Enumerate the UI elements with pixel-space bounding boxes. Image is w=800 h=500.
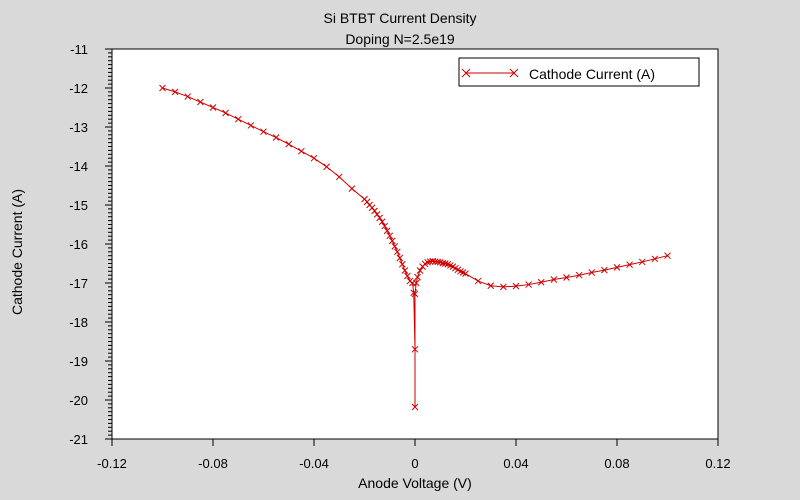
data-point bbox=[335, 173, 343, 181]
data-point bbox=[414, 273, 421, 281]
x-tick-label: 0.12 bbox=[705, 456, 730, 471]
data-point bbox=[371, 207, 378, 215]
data-point bbox=[550, 276, 558, 283]
data-point bbox=[412, 279, 420, 287]
x-axis: -0.12 -0.08 -0.04 0 0.04 0.08 0.12 bbox=[97, 439, 731, 471]
data-point bbox=[537, 278, 545, 286]
x-tick-label: -0.08 bbox=[198, 456, 228, 471]
data-point bbox=[575, 271, 583, 279]
data-point bbox=[310, 154, 318, 162]
data-point bbox=[285, 140, 293, 148]
data-point bbox=[474, 277, 482, 285]
data-point bbox=[638, 258, 646, 266]
data-point bbox=[376, 214, 384, 222]
y-tick-label: -15 bbox=[69, 198, 88, 213]
data-point bbox=[434, 258, 442, 266]
data-point bbox=[651, 255, 659, 263]
data-point bbox=[399, 260, 406, 268]
x-tick-label: 0.08 bbox=[604, 456, 629, 471]
x-tick-label: 0.04 bbox=[503, 456, 528, 471]
data-point bbox=[411, 403, 419, 411]
data-point bbox=[234, 115, 242, 123]
data-point bbox=[426, 258, 434, 265]
data-point bbox=[396, 254, 404, 262]
data-point bbox=[626, 261, 633, 269]
y-tick-label: -20 bbox=[69, 393, 88, 408]
y-tick-label: -16 bbox=[69, 237, 88, 252]
y-tick-label: -14 bbox=[69, 159, 88, 174]
data-point bbox=[209, 104, 217, 111]
data-point bbox=[411, 290, 419, 298]
data-point bbox=[159, 84, 166, 92]
data-point bbox=[247, 122, 255, 129]
legend-entry-label: Cathode Current (A) bbox=[529, 66, 655, 82]
data-point bbox=[439, 259, 447, 267]
data-point bbox=[525, 281, 532, 288]
data-point bbox=[272, 134, 280, 141]
y-tick-label: -21 bbox=[69, 432, 88, 447]
data-point bbox=[664, 252, 671, 260]
data-point bbox=[388, 237, 396, 245]
data-point bbox=[487, 282, 495, 290]
y-tick-label: -13 bbox=[69, 120, 88, 135]
chart-subtitle: Doping N=2.5e19 bbox=[345, 31, 455, 47]
data-point bbox=[512, 282, 520, 290]
data-point bbox=[404, 272, 411, 280]
legend-marker-right bbox=[509, 68, 519, 78]
data-point bbox=[260, 128, 267, 136]
data-point bbox=[601, 266, 608, 274]
series-layer bbox=[159, 84, 671, 411]
y-tick-label: -19 bbox=[69, 354, 88, 369]
x-axis-label: Anode Voltage (V) bbox=[358, 475, 472, 491]
y-tick-label: -11 bbox=[70, 42, 88, 57]
data-point bbox=[381, 222, 389, 230]
data-point bbox=[613, 264, 621, 271]
data-point bbox=[222, 109, 229, 117]
data-point bbox=[393, 248, 401, 256]
data-point bbox=[401, 267, 409, 274]
data-point bbox=[171, 88, 179, 96]
y-tick-label: -18 bbox=[69, 315, 88, 330]
x-tick-label: 0 bbox=[411, 456, 418, 471]
data-point bbox=[416, 267, 424, 274]
data-point bbox=[391, 242, 399, 250]
chart-title: Si BTBT Current Density bbox=[323, 10, 476, 26]
data-point bbox=[588, 269, 596, 276]
y-tick-label: -12 bbox=[69, 81, 88, 96]
data-point bbox=[563, 274, 570, 281]
legend-box bbox=[458, 57, 700, 87]
data-point bbox=[411, 345, 419, 353]
data-point bbox=[500, 283, 507, 291]
data-point bbox=[462, 270, 469, 277]
data-point bbox=[197, 98, 204, 106]
data-point bbox=[373, 211, 381, 218]
data-point bbox=[383, 227, 391, 235]
legend-marker-left bbox=[461, 68, 471, 78]
data-point bbox=[184, 93, 192, 100]
series-line bbox=[162, 87, 668, 408]
data-point bbox=[298, 147, 305, 155]
data-point bbox=[323, 163, 330, 171]
y-tick-label: -17 bbox=[69, 276, 88, 291]
legend: Cathode Current (A) bbox=[458, 57, 700, 87]
x-tick-label: -0.04 bbox=[299, 456, 329, 471]
y-axis: -21 -20 -19 -18 -17 -16 -15 -14 -13 -12 -11 bbox=[69, 42, 112, 447]
data-point bbox=[348, 185, 356, 192]
x-tick-label: -0.12 bbox=[97, 456, 127, 471]
y-axis-label: Cathode Current (A) bbox=[9, 189, 25, 315]
data-point bbox=[386, 232, 394, 240]
data-point bbox=[378, 218, 386, 226]
